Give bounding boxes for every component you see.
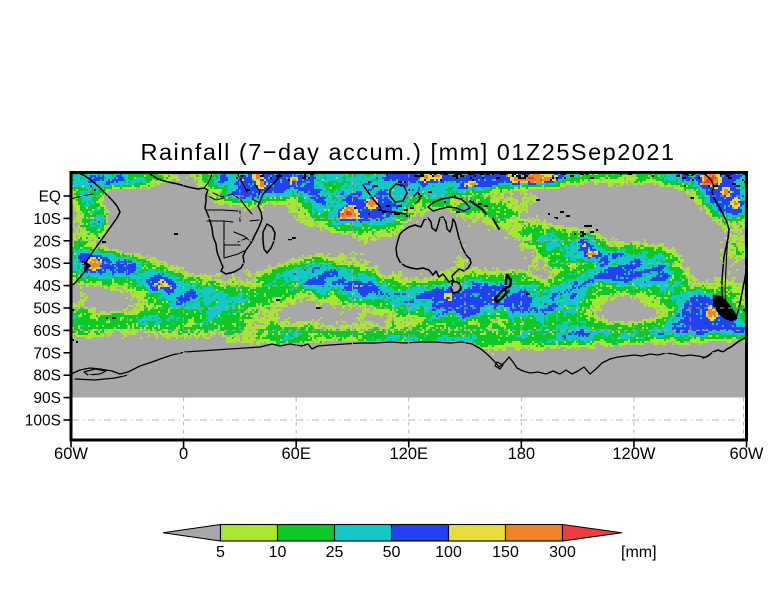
- svg-text:70S: 70S: [33, 345, 61, 362]
- svg-text:60W: 60W: [54, 445, 88, 463]
- svg-text:120E: 120E: [389, 445, 428, 463]
- svg-text:25: 25: [326, 544, 344, 561]
- svg-text:10: 10: [269, 544, 287, 561]
- svg-text:60W: 60W: [730, 445, 764, 463]
- svg-text:80S: 80S: [33, 368, 61, 385]
- svg-text:120W: 120W: [612, 445, 656, 463]
- svg-text:180: 180: [508, 445, 536, 463]
- svg-text:0: 0: [179, 445, 188, 463]
- svg-text:150: 150: [492, 544, 519, 561]
- svg-text:50S: 50S: [33, 301, 61, 318]
- svg-text:60E: 60E: [281, 445, 310, 463]
- svg-text:10S: 10S: [33, 211, 61, 228]
- svg-text:5: 5: [216, 544, 225, 561]
- svg-text:EQ: EQ: [39, 189, 61, 206]
- svg-text:90S: 90S: [33, 390, 61, 407]
- svg-text:30S: 30S: [33, 256, 61, 273]
- svg-text:Rainfall (7−day accum.) [mm] 0: Rainfall (7−day accum.) [mm] 01Z25Sep202…: [141, 139, 676, 165]
- svg-text:40S: 40S: [33, 278, 61, 295]
- svg-text:60S: 60S: [33, 323, 61, 340]
- svg-text:100S: 100S: [25, 413, 61, 430]
- svg-text:[mm]: [mm]: [621, 544, 657, 561]
- svg-text:50: 50: [383, 544, 401, 561]
- svg-text:20S: 20S: [33, 233, 61, 250]
- svg-text:300: 300: [549, 544, 576, 561]
- svg-text:100: 100: [435, 544, 462, 561]
